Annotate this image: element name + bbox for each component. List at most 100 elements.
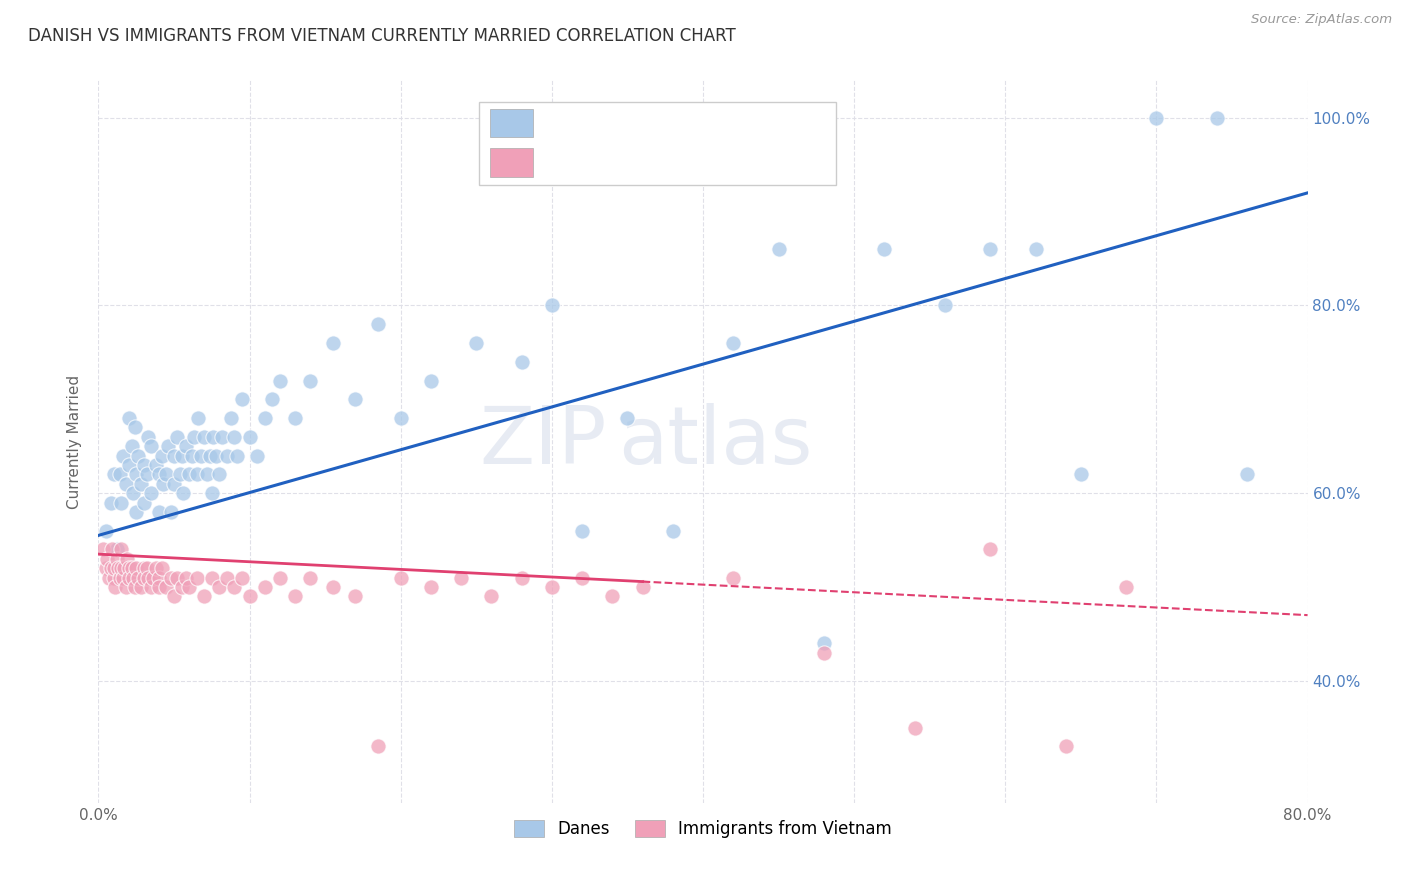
Point — [103, 571, 125, 585]
Point — [269, 374, 291, 388]
Point — [215, 449, 238, 463]
Point — [110, 542, 132, 557]
Text: atlas: atlas — [619, 402, 813, 481]
Point — [169, 467, 191, 482]
Point — [152, 476, 174, 491]
Point — [1144, 111, 1167, 125]
Point — [135, 561, 157, 575]
Point — [367, 318, 389, 332]
Point — [124, 420, 146, 434]
Point — [148, 467, 170, 482]
Text: ZIP: ZIP — [479, 402, 606, 481]
Point — [284, 590, 307, 604]
Point — [174, 571, 197, 585]
Point — [211, 430, 233, 444]
Point — [98, 571, 121, 585]
Point — [105, 542, 128, 557]
Point — [253, 580, 276, 594]
Point — [121, 439, 143, 453]
Point — [1236, 467, 1258, 482]
Point — [201, 486, 224, 500]
Point — [1206, 111, 1229, 125]
Point — [160, 505, 183, 519]
Point — [768, 242, 790, 256]
Point — [224, 580, 246, 594]
Point — [112, 561, 135, 575]
Point — [115, 551, 138, 566]
Point — [540, 298, 562, 312]
Point — [108, 467, 131, 482]
Point — [1054, 739, 1077, 754]
Point — [111, 571, 134, 585]
Point — [100, 561, 122, 575]
Point — [148, 571, 170, 585]
Point — [202, 430, 225, 444]
Point — [420, 374, 443, 388]
Point — [631, 580, 654, 594]
Point — [125, 561, 148, 575]
Point — [108, 571, 131, 585]
Point — [246, 449, 269, 463]
Point — [142, 571, 165, 585]
Point — [148, 580, 170, 594]
Point — [231, 392, 253, 407]
Point — [103, 561, 125, 575]
Point — [322, 580, 344, 594]
Point — [132, 458, 155, 472]
Point — [186, 571, 208, 585]
Point — [510, 571, 533, 585]
Point — [299, 374, 322, 388]
Point — [136, 430, 159, 444]
Point — [602, 590, 624, 604]
Point — [94, 524, 117, 538]
Point — [150, 561, 173, 575]
Point — [96, 551, 118, 566]
Point — [813, 636, 835, 650]
Point — [127, 571, 149, 585]
Point — [723, 571, 745, 585]
Point — [221, 411, 243, 425]
Point — [186, 467, 208, 482]
Point — [129, 580, 152, 594]
Point — [183, 430, 205, 444]
Point — [145, 458, 167, 472]
Point — [125, 467, 148, 482]
Point — [187, 411, 209, 425]
Point — [156, 439, 179, 453]
Point — [91, 542, 114, 557]
Point — [129, 476, 152, 491]
Point — [132, 495, 155, 509]
Point — [284, 411, 307, 425]
Point — [201, 571, 224, 585]
Point — [269, 571, 291, 585]
Point — [571, 524, 593, 538]
Point — [105, 551, 128, 566]
Point — [114, 580, 136, 594]
Point — [540, 580, 562, 594]
Point — [873, 242, 896, 256]
Point — [107, 561, 129, 575]
Point — [979, 242, 1001, 256]
Point — [163, 449, 186, 463]
Point — [166, 430, 188, 444]
Text: DANISH VS IMMIGRANTS FROM VIETNAM CURRENTLY MARRIED CORRELATION CHART: DANISH VS IMMIGRANTS FROM VIETNAM CURREN… — [28, 27, 735, 45]
Point — [174, 439, 197, 453]
Point — [148, 505, 170, 519]
Point — [510, 355, 533, 369]
Point — [163, 476, 186, 491]
Point — [367, 739, 389, 754]
Point — [389, 411, 412, 425]
Point — [813, 646, 835, 660]
Point — [100, 495, 122, 509]
Point — [170, 580, 193, 594]
Point — [262, 392, 284, 407]
Point — [181, 449, 204, 463]
Point — [1070, 467, 1092, 482]
Point — [94, 561, 117, 575]
Point — [224, 430, 246, 444]
Point — [155, 580, 177, 594]
Point — [163, 590, 186, 604]
Point — [110, 561, 132, 575]
Point — [420, 580, 443, 594]
Point — [145, 561, 167, 575]
